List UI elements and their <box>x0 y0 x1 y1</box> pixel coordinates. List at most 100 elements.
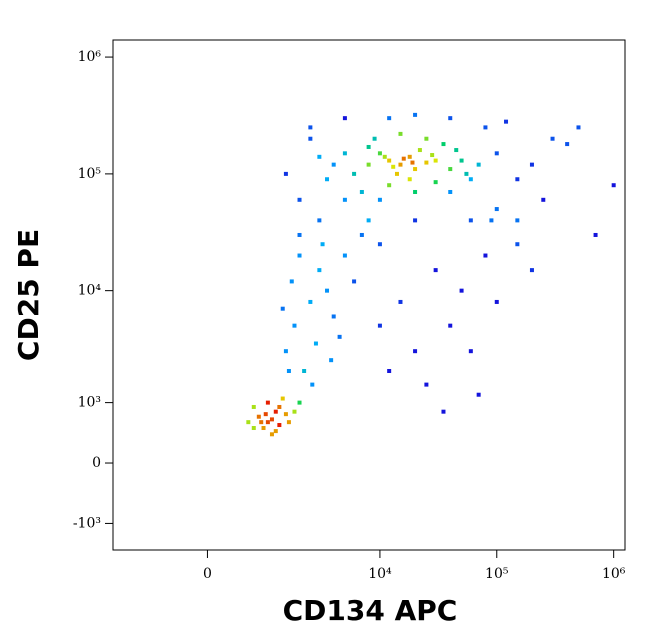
data-point <box>342 253 347 258</box>
data-point <box>483 253 488 258</box>
data-point <box>529 162 534 167</box>
data-point <box>372 136 377 141</box>
data-point <box>413 112 418 117</box>
data-point <box>320 242 325 247</box>
data-point <box>259 420 264 425</box>
y-tick-label: 10⁵ <box>78 166 102 182</box>
x-axis-title: CD134 APC <box>283 594 458 627</box>
data-point <box>283 349 288 354</box>
data-point <box>251 426 256 431</box>
data-point <box>424 160 429 165</box>
data-point <box>280 306 285 311</box>
data-point <box>401 156 406 161</box>
data-point <box>483 125 488 130</box>
x-tick-label: 10⁵ <box>485 566 509 582</box>
data-point <box>280 396 285 401</box>
data-point <box>265 420 270 425</box>
data-point <box>541 197 546 202</box>
data-point <box>433 158 438 163</box>
data-point <box>377 323 382 328</box>
data-point <box>398 162 403 167</box>
data-point <box>273 429 278 434</box>
data-point <box>468 177 473 182</box>
data-point <box>310 382 315 387</box>
data-point <box>413 349 418 354</box>
data-point <box>448 323 453 328</box>
data-point <box>398 131 403 136</box>
data-point <box>377 242 382 247</box>
data-point <box>352 279 357 284</box>
data-point <box>504 119 509 124</box>
data-point <box>424 136 429 141</box>
data-point <box>331 162 336 167</box>
data-point <box>611 183 616 188</box>
data-point <box>382 154 387 159</box>
data-point <box>391 164 396 169</box>
data-point <box>359 232 364 237</box>
data-point <box>261 426 266 431</box>
data-point <box>407 177 412 182</box>
data-point <box>366 218 371 223</box>
data-point <box>407 154 412 159</box>
data-point <box>459 288 464 293</box>
data-point <box>387 116 392 121</box>
data-point <box>342 151 347 156</box>
data-point <box>515 218 520 223</box>
data-point <box>576 125 581 130</box>
data-point <box>413 167 418 172</box>
data-point <box>317 218 322 223</box>
y-tick-label: 10³ <box>78 395 101 411</box>
data-point <box>337 334 342 339</box>
data-point <box>317 154 322 159</box>
data-point <box>410 160 415 165</box>
data-point <box>476 162 481 167</box>
data-point <box>398 299 403 304</box>
data-point <box>352 171 357 176</box>
y-tick-label: 10⁶ <box>78 49 102 65</box>
data-point <box>424 382 429 387</box>
data-point <box>377 151 382 156</box>
data-point <box>494 207 499 212</box>
data-point <box>359 189 364 194</box>
data-point <box>417 148 422 153</box>
data-point <box>308 125 313 130</box>
data-point <box>515 242 520 247</box>
data-point <box>476 392 481 397</box>
data-point <box>292 409 297 414</box>
x-tick-label: 10⁶ <box>602 566 626 582</box>
data-point <box>433 268 438 273</box>
y-tick-label: 0 <box>92 455 101 471</box>
data-point <box>325 177 330 182</box>
y-tick-label: 10⁴ <box>78 283 102 299</box>
y-tick-label: -10³ <box>73 515 101 531</box>
data-point <box>329 358 334 363</box>
data-point <box>441 409 446 414</box>
data-point <box>489 218 494 223</box>
data-point <box>297 197 302 202</box>
data-point <box>433 180 438 185</box>
data-point <box>342 116 347 121</box>
data-point <box>325 288 330 293</box>
data-point <box>297 232 302 237</box>
data-point <box>494 151 499 156</box>
data-point <box>377 197 382 202</box>
data-point <box>283 412 288 417</box>
y-axis-title: CD25 PE <box>12 229 45 361</box>
data-point <box>317 268 322 273</box>
data-point <box>387 369 392 374</box>
plot-frame <box>112 39 626 551</box>
data-point <box>448 189 453 194</box>
data-point <box>413 218 418 223</box>
data-point <box>277 404 282 409</box>
data-point <box>297 400 302 405</box>
data-point <box>292 323 297 328</box>
data-point <box>448 116 453 121</box>
data-point <box>413 189 418 194</box>
data-point <box>387 183 392 188</box>
data-point <box>246 420 251 425</box>
data-point <box>331 314 336 319</box>
data-point <box>550 136 555 141</box>
data-point <box>263 412 268 417</box>
data-point <box>342 197 347 202</box>
